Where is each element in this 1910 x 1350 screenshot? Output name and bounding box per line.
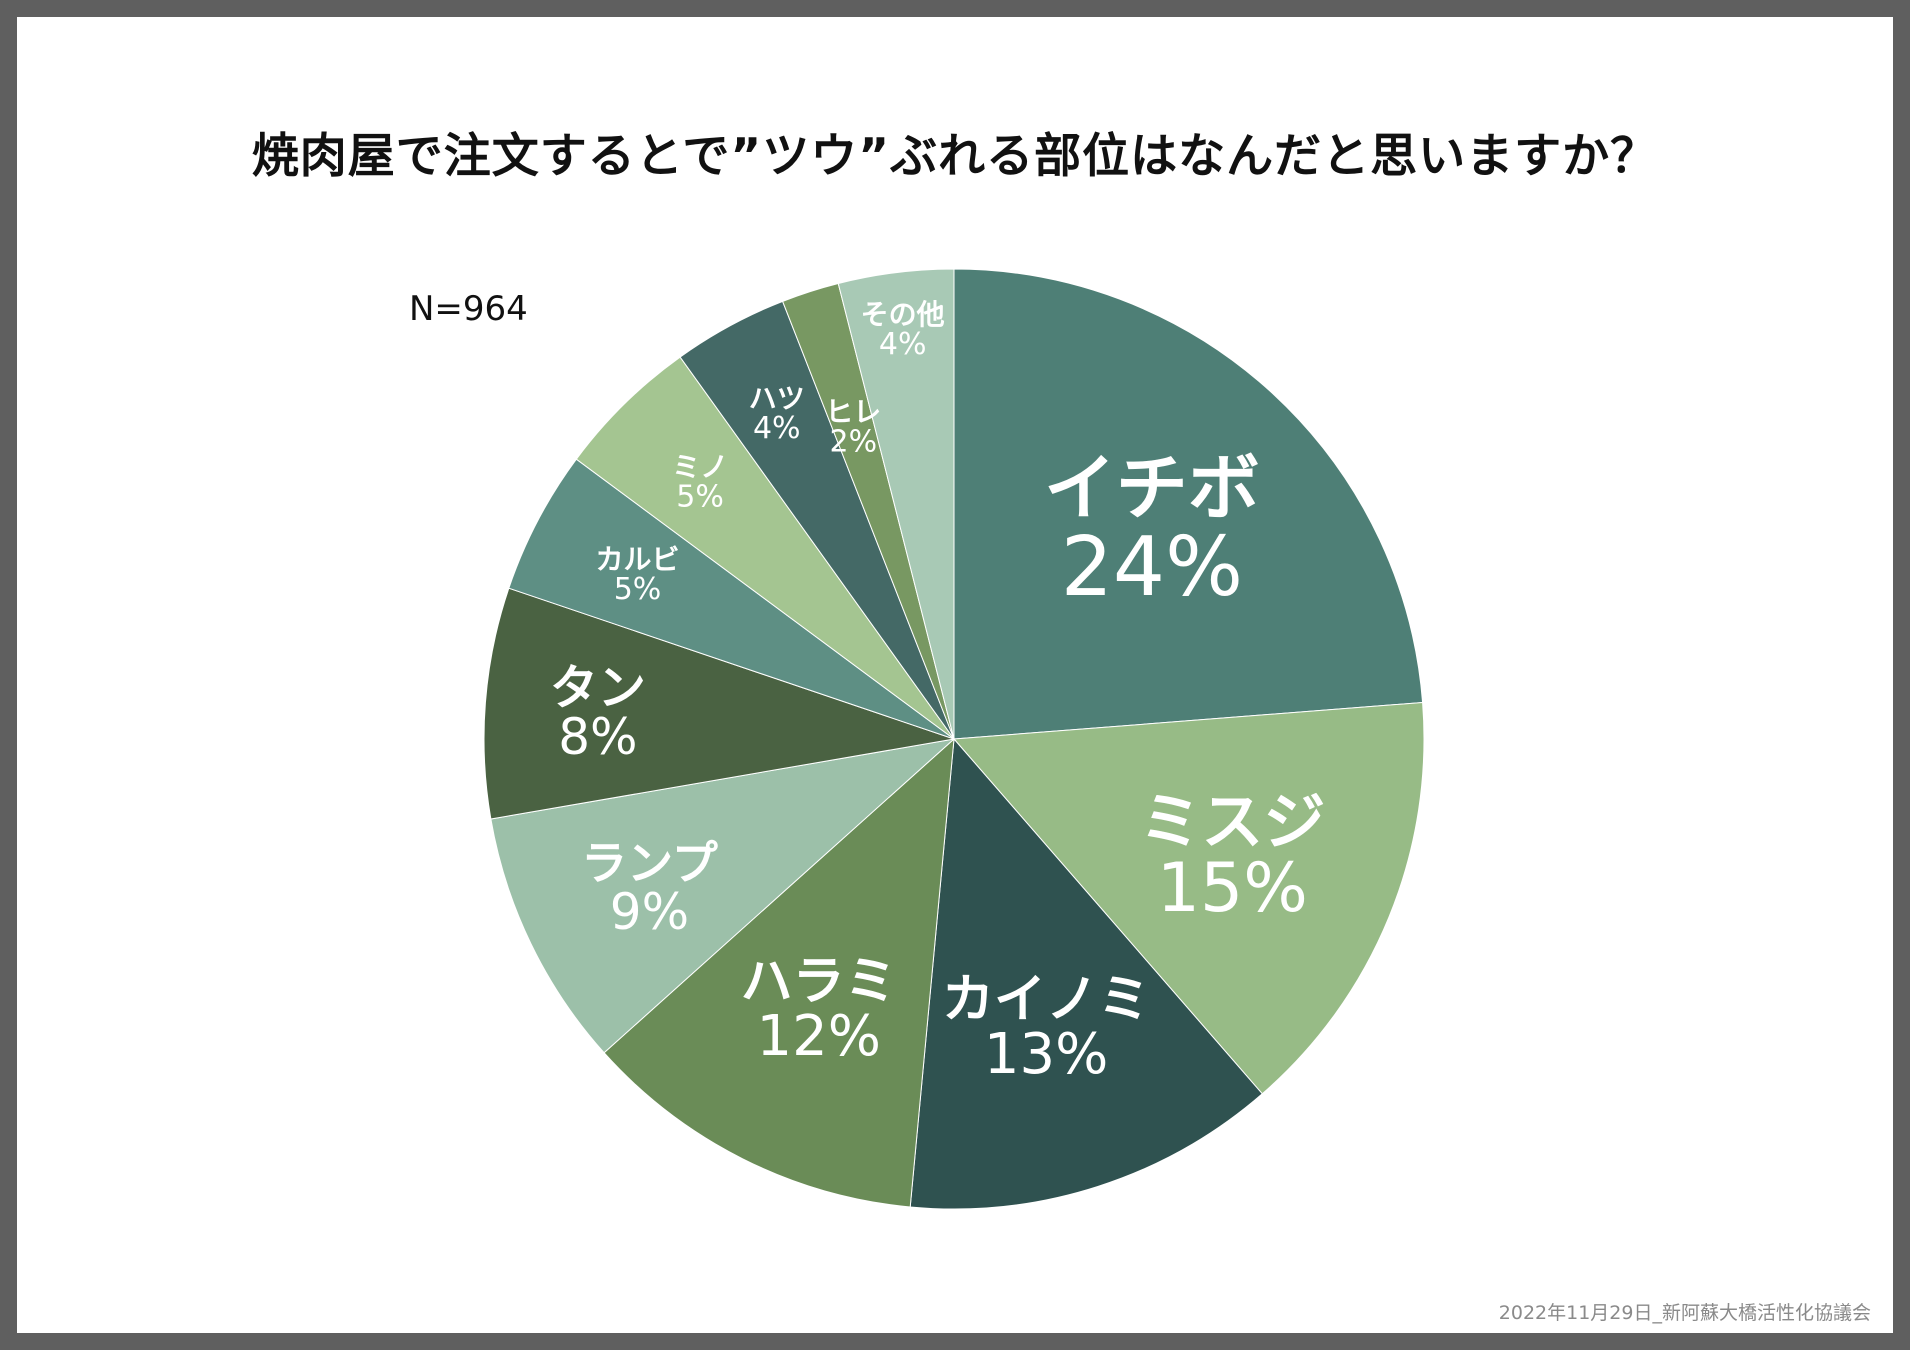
- slice-label: タン: [550, 660, 646, 716]
- slice-label: その他: [861, 298, 945, 331]
- slice-value-label: 4%: [753, 411, 801, 446]
- pie-slice: [603, 737, 955, 1208]
- pie-slice: [837, 268, 955, 740]
- slice-label: カイノミ: [942, 970, 1150, 1030]
- pie-chart: イチボ24%ミスジ15%カイノミ13%ハラミ12%ランプ9%タン8%カルビ5%ミ…: [483, 268, 1425, 1210]
- chart-title: 焼肉屋で注文するとで”ツウ”ぶれる部位はなんだと思いますか？: [251, 129, 1659, 184]
- pie-slice: [483, 587, 955, 820]
- slice-value-label: 8%: [558, 708, 637, 766]
- slice-label: ミスジ: [1139, 785, 1325, 858]
- slice-label: ハラミ: [741, 952, 897, 1012]
- slice-value-label: 4%: [879, 327, 927, 362]
- slice-label: カルビ: [596, 543, 680, 576]
- pie-slice: [952, 701, 1425, 1095]
- footer-credit: 2022年11月29日_新阿蘇大橋活性化協議会: [1498, 1302, 1871, 1324]
- slice-value-label: 24%: [1061, 520, 1243, 615]
- slice-value-label: 2%: [830, 424, 878, 459]
- pie-slice: [508, 458, 955, 740]
- chart-page: 焼肉屋で注文するとで”ツウ”ぶれる部位はなんだと思いますか？ N=964 イチボ…: [17, 17, 1893, 1333]
- slice-label: ミノ: [672, 451, 728, 484]
- sample-size: N=964: [409, 289, 528, 329]
- slice-value-label: 13%: [984, 1022, 1108, 1087]
- slice-value-label: 5%: [676, 480, 724, 515]
- slice-label: ヒレ: [825, 395, 881, 428]
- pie-slice: [953, 268, 1424, 740]
- pie-slice: [575, 356, 955, 740]
- pie-slice: [909, 737, 1263, 1210]
- slice-value-label: 5%: [614, 572, 662, 607]
- slice-value-label: 9%: [610, 883, 689, 941]
- slice-label: ランプ: [581, 836, 718, 890]
- slice-value-label: 12%: [756, 1004, 880, 1069]
- slice-value-label: 15%: [1157, 849, 1308, 928]
- slice-label: ハツ: [749, 382, 805, 415]
- pie-slice: [490, 738, 956, 1054]
- slice-label: イチボ: [1044, 446, 1260, 530]
